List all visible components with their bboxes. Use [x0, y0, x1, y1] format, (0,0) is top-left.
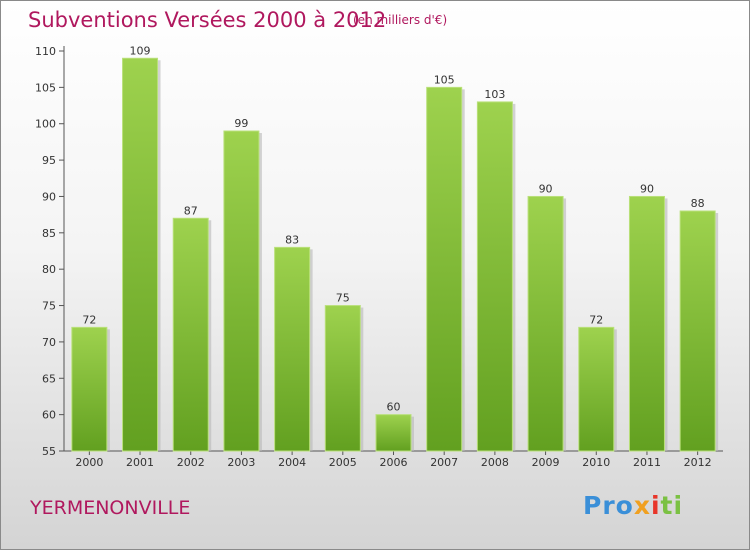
- bar: [274, 246, 311, 452]
- bar: [172, 217, 209, 452]
- logo-part-4: ti: [660, 491, 684, 520]
- x-tick-label: 2005: [329, 456, 357, 469]
- bar: [527, 195, 564, 452]
- x-tick-label: 2012: [684, 456, 712, 469]
- x-tick-label: 2001: [126, 456, 154, 469]
- x-tick-label: 2008: [481, 456, 509, 469]
- x-tick-label: 2004: [278, 456, 306, 469]
- x-tick-label: 2002: [177, 456, 205, 469]
- x-tick-label: 2007: [430, 456, 458, 469]
- bar: [578, 326, 615, 452]
- data-label: 90: [640, 182, 654, 195]
- x-tick-label: 2010: [582, 456, 610, 469]
- y-tick-label: 75: [42, 300, 56, 313]
- y-tick-label: 85: [42, 227, 56, 240]
- data-label: 103: [484, 88, 505, 101]
- bar: [375, 414, 412, 452]
- x-tick-label: 2009: [532, 456, 560, 469]
- data-label: 88: [691, 197, 705, 210]
- proxiti-logo: Proxiti: [583, 491, 683, 520]
- data-label: 90: [539, 182, 553, 195]
- data-label: 83: [285, 233, 299, 246]
- data-label: 72: [589, 313, 603, 326]
- axes: 55 60 65 70 75 80 85 90 95 100 105 110: [35, 45, 723, 458]
- y-tick-label: 70: [42, 336, 56, 349]
- data-label: 60: [387, 401, 401, 414]
- y-tick-label: 100: [35, 118, 56, 131]
- y-tick-label: 110: [35, 45, 56, 58]
- bar: [122, 57, 159, 452]
- data-label: 99: [234, 117, 248, 130]
- x-tick-label: 2003: [227, 456, 255, 469]
- logo-part-2: x: [633, 491, 651, 520]
- data-label: 72: [82, 313, 96, 326]
- bar: [476, 101, 513, 452]
- bar: [679, 210, 716, 452]
- x-tick-label: 2006: [380, 456, 408, 469]
- bar: [628, 195, 665, 452]
- y-tick-label: 65: [42, 372, 56, 385]
- logo-part-1: Pro: [583, 491, 634, 520]
- commune-name: YERMENONVILLE: [30, 497, 191, 519]
- y-tick-label: 90: [42, 190, 56, 203]
- y-tick-label: 55: [42, 445, 56, 458]
- x-tick-label: 2000: [75, 456, 103, 469]
- labels: 72 2000 109 2001 87 2002 99 2003 83 2004 75 2005 60 2…: [75, 44, 711, 469]
- bar: [71, 326, 108, 452]
- chart-title: Subventions Versées 2000 à 2012: [28, 8, 387, 32]
- chart-unit: (en milliers d'€): [353, 13, 448, 27]
- y-tick-label: 105: [35, 81, 56, 94]
- bar: [324, 305, 361, 452]
- data-label: 109: [130, 44, 151, 57]
- data-label: 105: [434, 73, 455, 86]
- y-tick-label: 80: [42, 263, 56, 276]
- bar: [426, 86, 463, 452]
- y-tick-label: 95: [42, 154, 56, 167]
- bars: [71, 57, 719, 452]
- x-tick-label: 2011: [633, 456, 661, 469]
- logo-part-3: i: [650, 491, 661, 520]
- y-tick-label: 60: [42, 409, 56, 422]
- data-label: 75: [336, 292, 350, 305]
- bar: [223, 130, 260, 452]
- data-label: 87: [184, 204, 198, 217]
